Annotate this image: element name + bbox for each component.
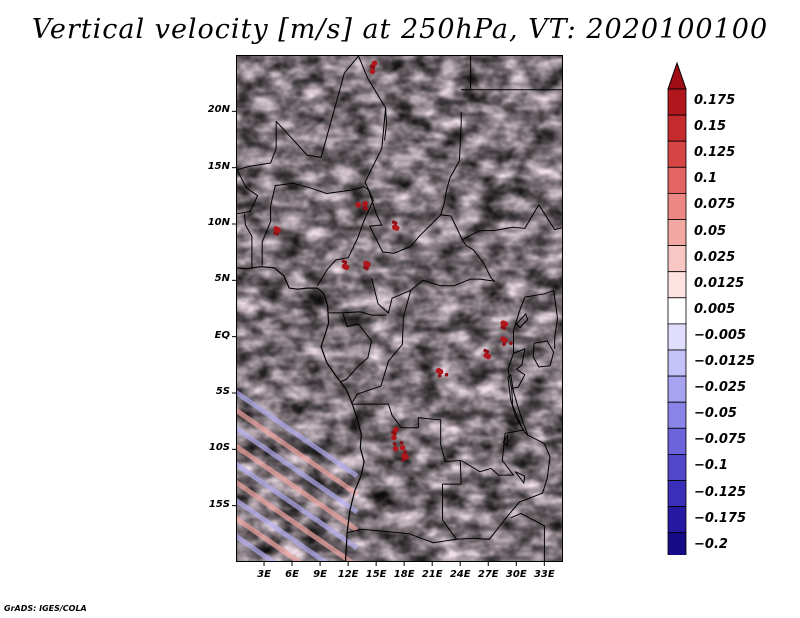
colorbar-swatch [667,219,687,247]
lake-outline [502,434,509,447]
border-cameroon-chad [368,189,442,254]
border-burkina-north [237,169,259,215]
lon-label: 15E [365,569,387,580]
border-zambia-zimbabwe [510,512,545,561]
border-uganda-kenya [553,290,559,349]
lat-label: 15N [207,160,230,172]
lat-label: 15S [208,498,230,510]
border-niger-nigeria [270,182,369,206]
colorbar-swatch [667,297,687,325]
lon-label: 24E [449,569,471,580]
lon-label: 12E [337,569,359,580]
colorbar-swatch [667,506,687,534]
border-niger-chad [364,107,387,191]
colorbar-level-label: −0.2 [694,536,728,552]
border-benin-togo [244,213,253,268]
border-south-sudan-uganda [524,289,554,298]
colorbar-level-label: −0.0125 [694,354,756,370]
border-algeria-niger [275,72,345,158]
lon-label: 18E [393,569,415,580]
border-nigeria-cameroon [316,189,374,287]
convective-cores [273,60,513,462]
border-car-south [371,277,495,314]
lat-label: EQ [214,329,230,341]
coastline-west [237,266,365,561]
lon-label: 3E [257,569,271,580]
ascent-pattern [237,56,562,561]
colorbar-swatch [667,401,687,429]
border-gabon-congo [340,312,373,383]
colorbar-swatch [667,140,687,168]
colorbar-swatch [667,192,687,220]
border-congo-drc [351,290,412,404]
border-angola-zambia [442,483,462,540]
lon-label: 27E [477,569,499,580]
colorbar [667,61,687,555]
lake-outline [532,340,555,368]
lat-label: 5S [215,386,230,397]
country-borders [237,56,562,561]
lake-outline [507,373,529,437]
colorbar-level-label: −0.1 [694,458,728,474]
border-drc-angola [351,403,462,485]
colorbar-level-label: −0.005 [694,327,747,343]
lat-label: 5N [214,273,230,285]
colorbar-swatch [667,88,687,116]
colorbar-swatch [667,532,687,555]
colorbar-swatch [667,271,687,299]
border-benin-nigeria [261,205,272,266]
map-panel [236,55,563,562]
gravity-wave-streaks [237,389,359,561]
colorbar-level-label: −0.025 [694,380,747,396]
colorbar-swatch [667,375,687,403]
colorbar-level-label: 0.0125 [694,275,745,291]
colorbar-swatch [667,114,687,142]
colorbar-level-label: 0.025 [694,249,736,265]
colorbar-level-label: 0.1 [694,171,718,187]
lake-outline [515,313,529,329]
colorbar-level-label: 0.005 [694,301,736,317]
lat-label: 10S [208,442,230,454]
lon-label: 30E [505,569,527,580]
colorbar-level-label: −0.125 [694,484,747,500]
border-angola-namibia [347,528,474,544]
velocity-field [237,56,562,561]
colorbar-swatch [667,427,687,455]
lat-label: 20N [207,104,230,116]
border-rwanda-burundi [511,348,526,389]
lat-label: 10N [207,217,230,228]
colorbar-level-label: 0.05 [694,223,727,239]
border-tanzania-zambia [473,434,551,540]
colorbar-swatch [667,323,687,351]
lon-label: 6E [285,569,299,580]
lon-label: 33E [533,569,555,580]
colorbar-level-label: 0.075 [694,197,736,213]
colorbar-swatch [667,245,687,273]
colorbar-max-arrow [667,61,687,90]
plot-title: Vertical velocity [m/s] at 250hPa, VT: 2… [31,14,769,45]
lake-outline [514,471,526,485]
border-cameroon-south [328,311,387,316]
colorbar-level-label: 0.125 [694,145,736,161]
colorbar-level-label: 0.175 [694,93,736,109]
lon-label: 9E [313,569,327,580]
colorbar-level-label: −0.075 [694,432,747,448]
colorbar-level-label: 0.15 [694,119,727,135]
border-egypt-libya-top [344,56,359,74]
colorbar-level-label: −0.05 [694,406,737,422]
border-north-sudans [461,203,562,241]
colorbar-swatch [667,453,687,481]
border-drc-east [460,296,526,476]
border-mali-niger [237,121,277,171]
colorbar-level-label: −0.175 [694,510,747,526]
grads-credit: GrADS: IGES/COLA [4,604,87,613]
colorbar-swatch [667,480,687,508]
colorbar-swatch [667,166,687,194]
border-chad-sudan [440,112,496,282]
lon-label: 21E [421,569,443,580]
colorbar-swatch [667,349,687,377]
